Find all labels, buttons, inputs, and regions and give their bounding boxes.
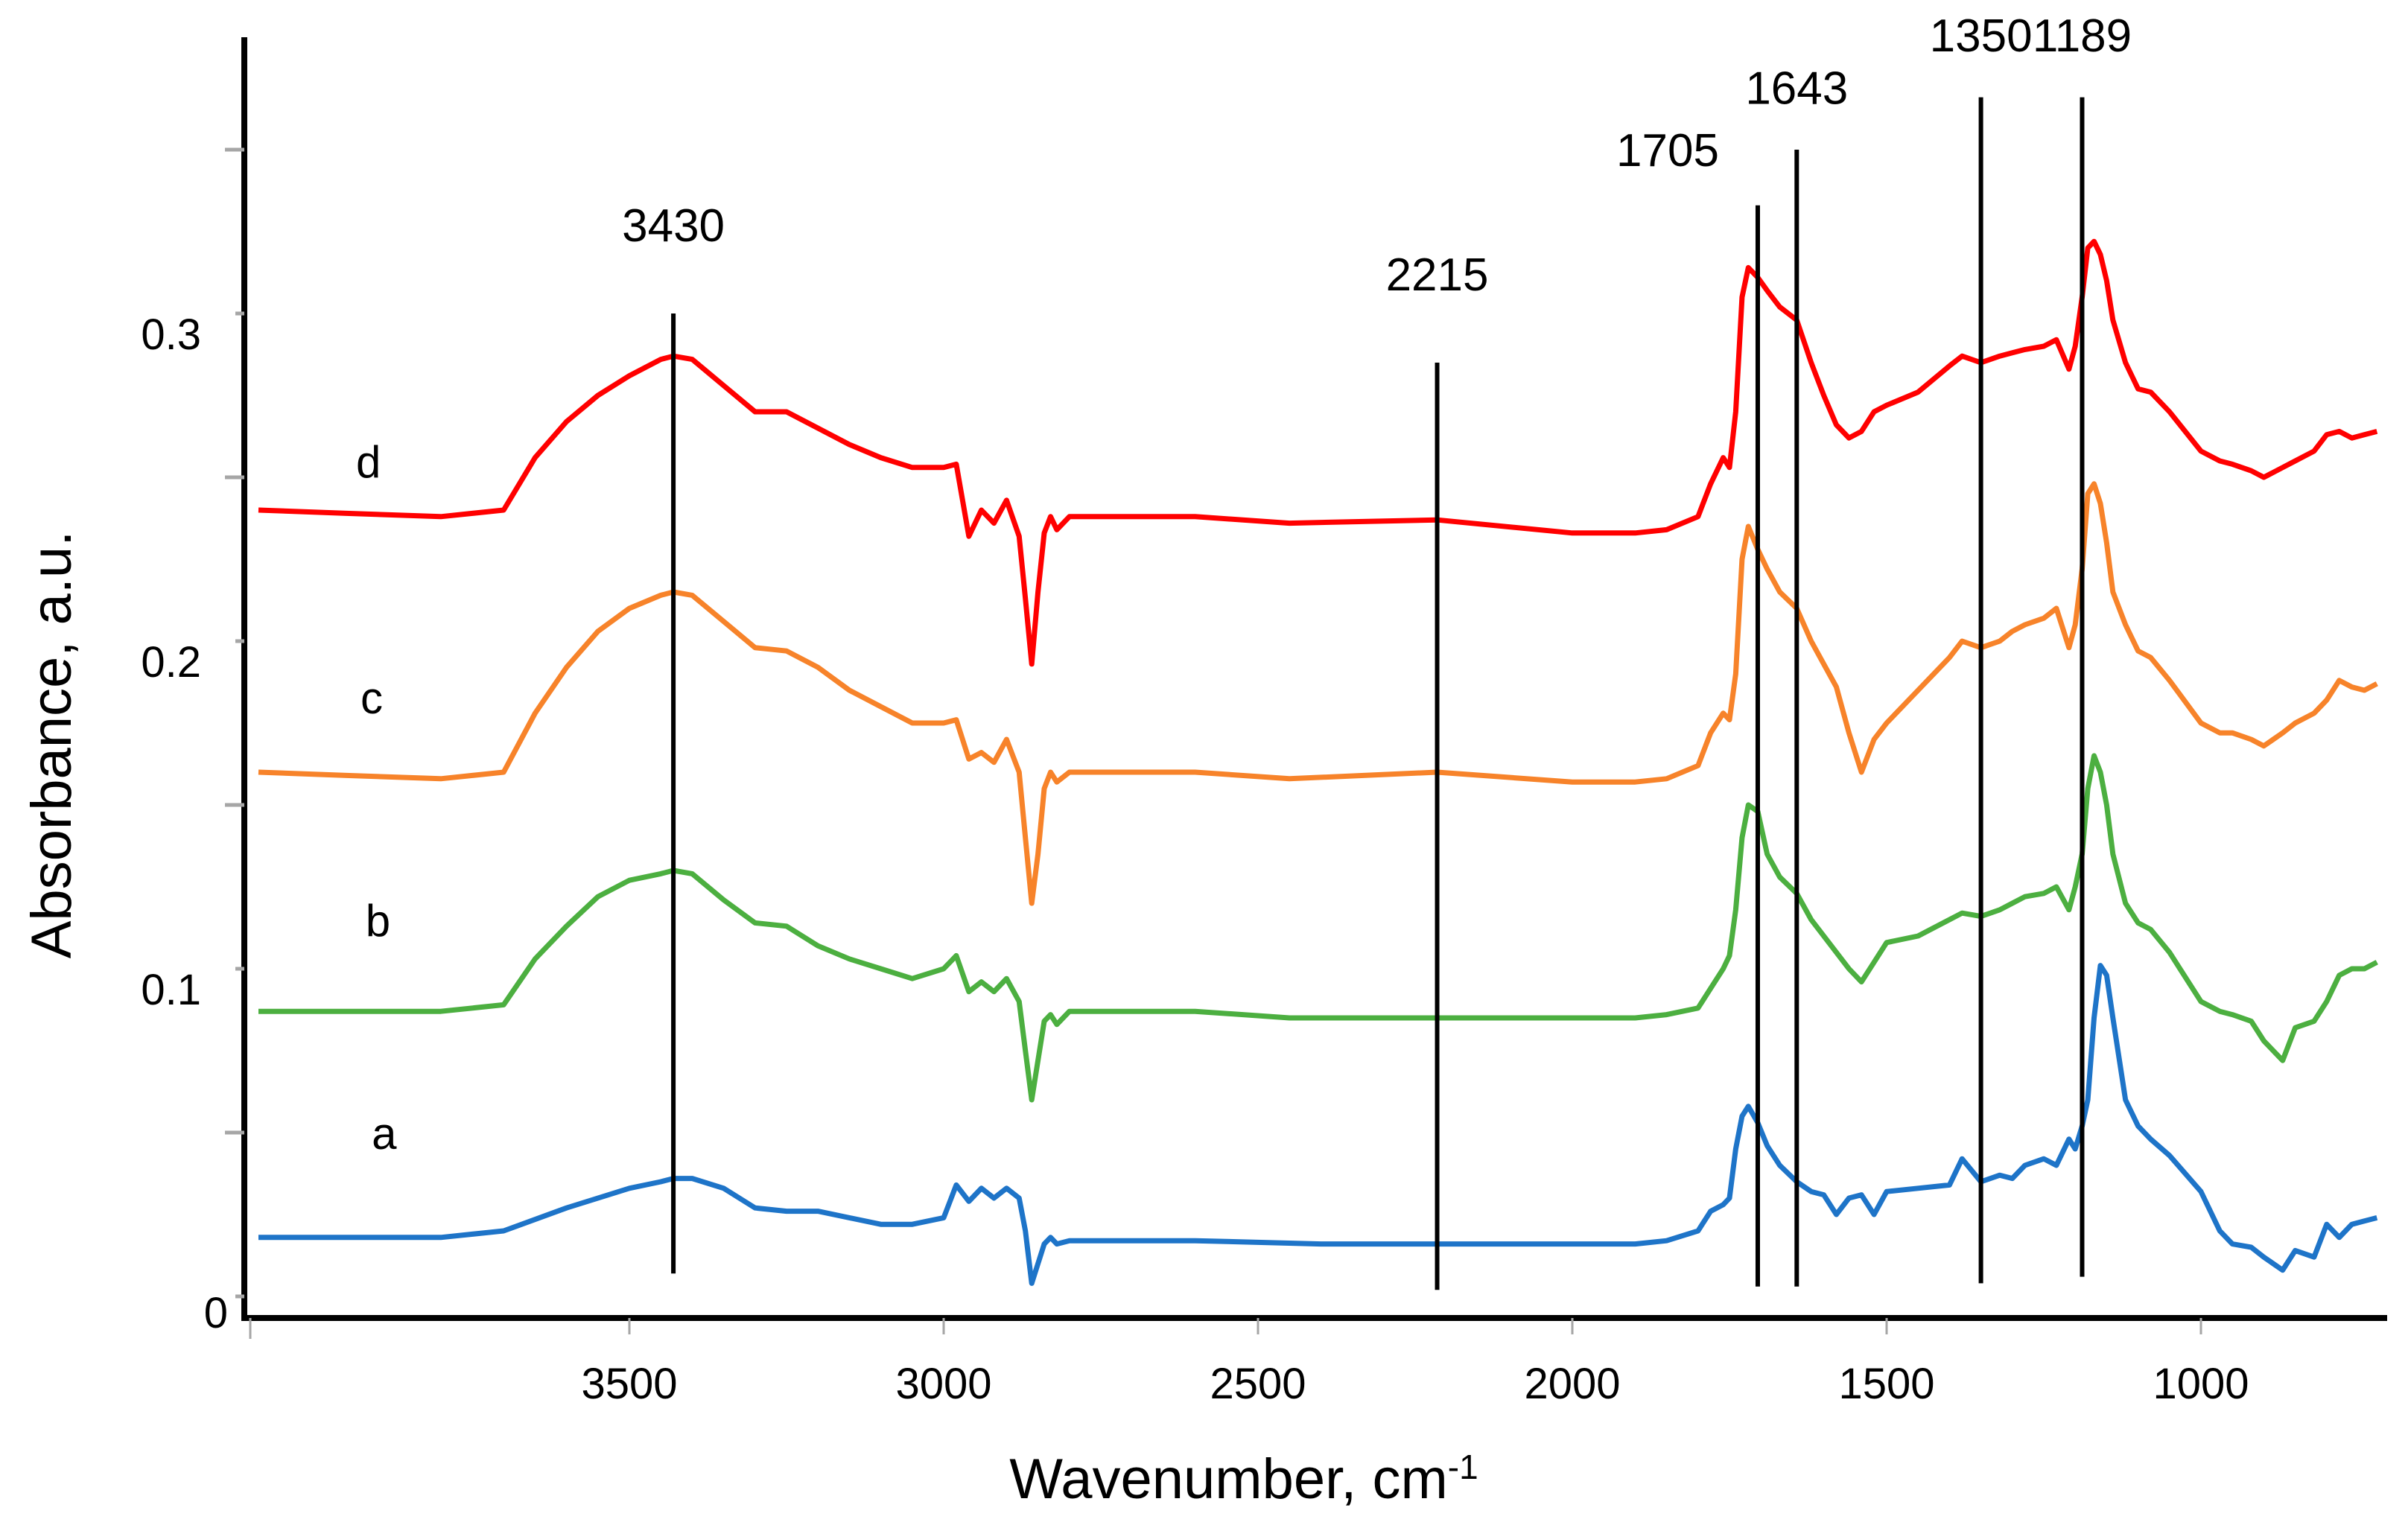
peak-label-1350: 1350 <box>1930 10 2033 62</box>
series-label-b: b <box>366 896 390 946</box>
y-axis-title: Absorbance, a.u. <box>20 531 83 959</box>
peak-label-1189: 1189 <box>2033 10 2132 62</box>
series-label-c: c <box>360 673 383 723</box>
x-axis-title: Wavenumber, cm-1 <box>1009 1448 1478 1511</box>
series-labels: a b c d <box>356 437 397 1159</box>
axes <box>241 37 2387 1321</box>
y-tick-label-0.3: 0.3 <box>141 311 201 359</box>
series-label-d: d <box>356 437 381 487</box>
x-tick-label-1000: 1000 <box>2153 1360 2249 1408</box>
x-axis-ticks: 3500 3000 2500 2000 1500 1000 <box>249 1318 2249 1408</box>
spectra-series <box>258 238 2378 1286</box>
x-tick-label-2500: 2500 <box>1210 1360 1306 1408</box>
x-tick-label-3000: 3000 <box>895 1360 991 1408</box>
peak-label-2215: 2215 <box>1386 249 1489 301</box>
series-label-a: a <box>372 1109 397 1159</box>
series-line-d <box>258 238 2378 667</box>
peak-label-1705: 1705 <box>1616 125 1719 176</box>
y-tick-label-0: 0 <box>204 1289 228 1337</box>
x-axis-title-superscript: -1 <box>1448 1448 1478 1486</box>
peak-marker-lines: 3430 2215 1705 1643 1350 1189 <box>622 10 2132 1290</box>
peak-label-3430: 3430 <box>622 200 725 252</box>
series-line-b <box>258 753 2378 1103</box>
y-axis-ticks: 0 0.1 0.2 0.3 <box>141 147 244 1337</box>
series-line-a <box>258 963 2378 1286</box>
y-tick-label-0.1: 0.1 <box>141 966 201 1014</box>
x-tick-label-2000: 2000 <box>1524 1360 1620 1408</box>
x-axis-title-text: Wavenumber, cm <box>1009 1448 1447 1511</box>
x-tick-label-1500: 1500 <box>1838 1360 1934 1408</box>
series-line-c <box>258 481 2378 906</box>
x-tick-label-3500: 3500 <box>581 1360 677 1408</box>
y-tick-label-0.2: 0.2 <box>141 638 201 687</box>
peak-label-1643: 1643 <box>1745 63 1848 114</box>
